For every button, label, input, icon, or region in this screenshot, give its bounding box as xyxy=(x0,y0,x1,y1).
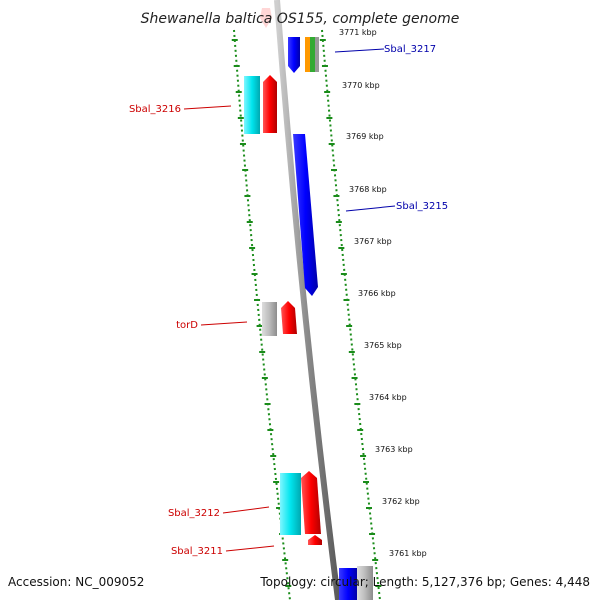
tick-label-3770: 3770 kbp xyxy=(342,81,380,90)
sbal-3215-label[interactable]: Sbal_3215 xyxy=(396,201,448,212)
genome-backbone xyxy=(274,0,341,600)
feature-gray-top[interactable] xyxy=(315,37,319,72)
tick-label-3766: 3766 kbp xyxy=(358,289,396,298)
tick-label-3765: 3765 kbp xyxy=(364,341,402,350)
top-marker xyxy=(260,8,272,28)
sbal-3216-cyan-feature[interactable] xyxy=(244,76,260,134)
sbal-3216-leader xyxy=(183,105,232,110)
torD-label[interactable]: torD xyxy=(176,320,198,331)
torD-gene[interactable] xyxy=(281,301,297,334)
accession-text: Accession: NC_009052 xyxy=(8,575,144,589)
feature-green[interactable] xyxy=(310,37,315,72)
torD-leader xyxy=(200,321,248,326)
sbal-3212-label[interactable]: Sbal_3212 xyxy=(168,508,220,519)
sbal-3215-gene[interactable] xyxy=(293,134,318,296)
tick-label-3769: 3769 kbp xyxy=(346,132,384,141)
sbal-3211-label[interactable]: Sbal_3211 xyxy=(171,546,223,557)
torD-gray-feature[interactable] xyxy=(262,302,277,336)
map-title: Shewanella baltica OS155, complete genom… xyxy=(141,11,460,27)
sbal-3217-leader xyxy=(334,48,385,53)
tick-label-3768: 3768 kbp xyxy=(349,185,387,194)
tick-label-3761: 3761 kbp xyxy=(389,549,427,558)
sbal-3215-leader xyxy=(345,205,396,212)
sbal-3212-gene[interactable] xyxy=(301,471,321,534)
outer-ruler-ticks xyxy=(319,39,382,587)
outer-ruler-dots xyxy=(321,29,381,600)
sbal-3216-label[interactable]: Sbal_3216 xyxy=(129,104,181,115)
bottom-gray-feature[interactable] xyxy=(357,566,373,600)
tick-label-3764: 3764 kbp xyxy=(369,393,407,402)
sbal-3217-label[interactable]: Sbal_3217 xyxy=(384,44,436,55)
tick-label-3763: 3763 kbp xyxy=(375,445,413,454)
sbal-3217-gene[interactable] xyxy=(288,37,300,73)
tick-label-3762: 3762 kbp xyxy=(382,497,420,506)
tick-label-3767: 3767 kbp xyxy=(354,237,392,246)
sbal-3216-gene[interactable] xyxy=(263,75,277,133)
sbal-3211-leader xyxy=(225,545,275,552)
feature-orange[interactable] xyxy=(305,37,310,72)
tick-label-3771: 3771 kbp xyxy=(339,28,377,37)
sbal-3212-cyan-feature[interactable] xyxy=(280,473,301,535)
sbal-3211-gene[interactable] xyxy=(308,535,322,545)
sbal-3212-leader xyxy=(222,506,270,514)
bottom-blue-feature[interactable] xyxy=(339,568,357,600)
summary-text: Topology: circular; Length: 5,127,376 bp… xyxy=(259,575,590,589)
